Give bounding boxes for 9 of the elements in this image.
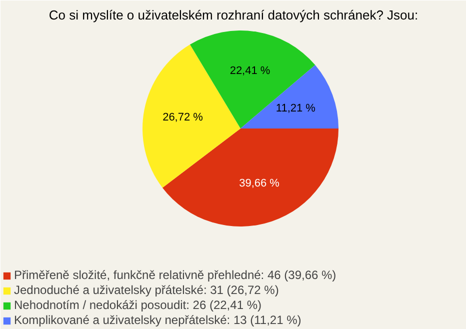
data-label: 26,72 % [162,112,204,124]
legend-label: Přiměřeně složité, funkčně relativně přehledné: 46 (39,66 %) [14,268,336,282]
legend-label: Jednoduché a uživatelsky přátelské: 31 (26,72 %) [14,283,279,297]
data-label: 39,66 % [239,178,280,190]
chart-title: Co si myslíte o uživatelském rozhraní datových schránek? Jsou: [48,8,418,22]
data-label: 11,21 % [276,102,316,114]
legend-label: Komplikované a uživatelsky nepřátelské: 13 (11,21 %) [14,313,302,327]
data-label: 22,41 % [230,65,270,78]
legend-label: Nehodnotím / nedokáži posoudit: 26 (22,41 %) [14,298,262,312]
